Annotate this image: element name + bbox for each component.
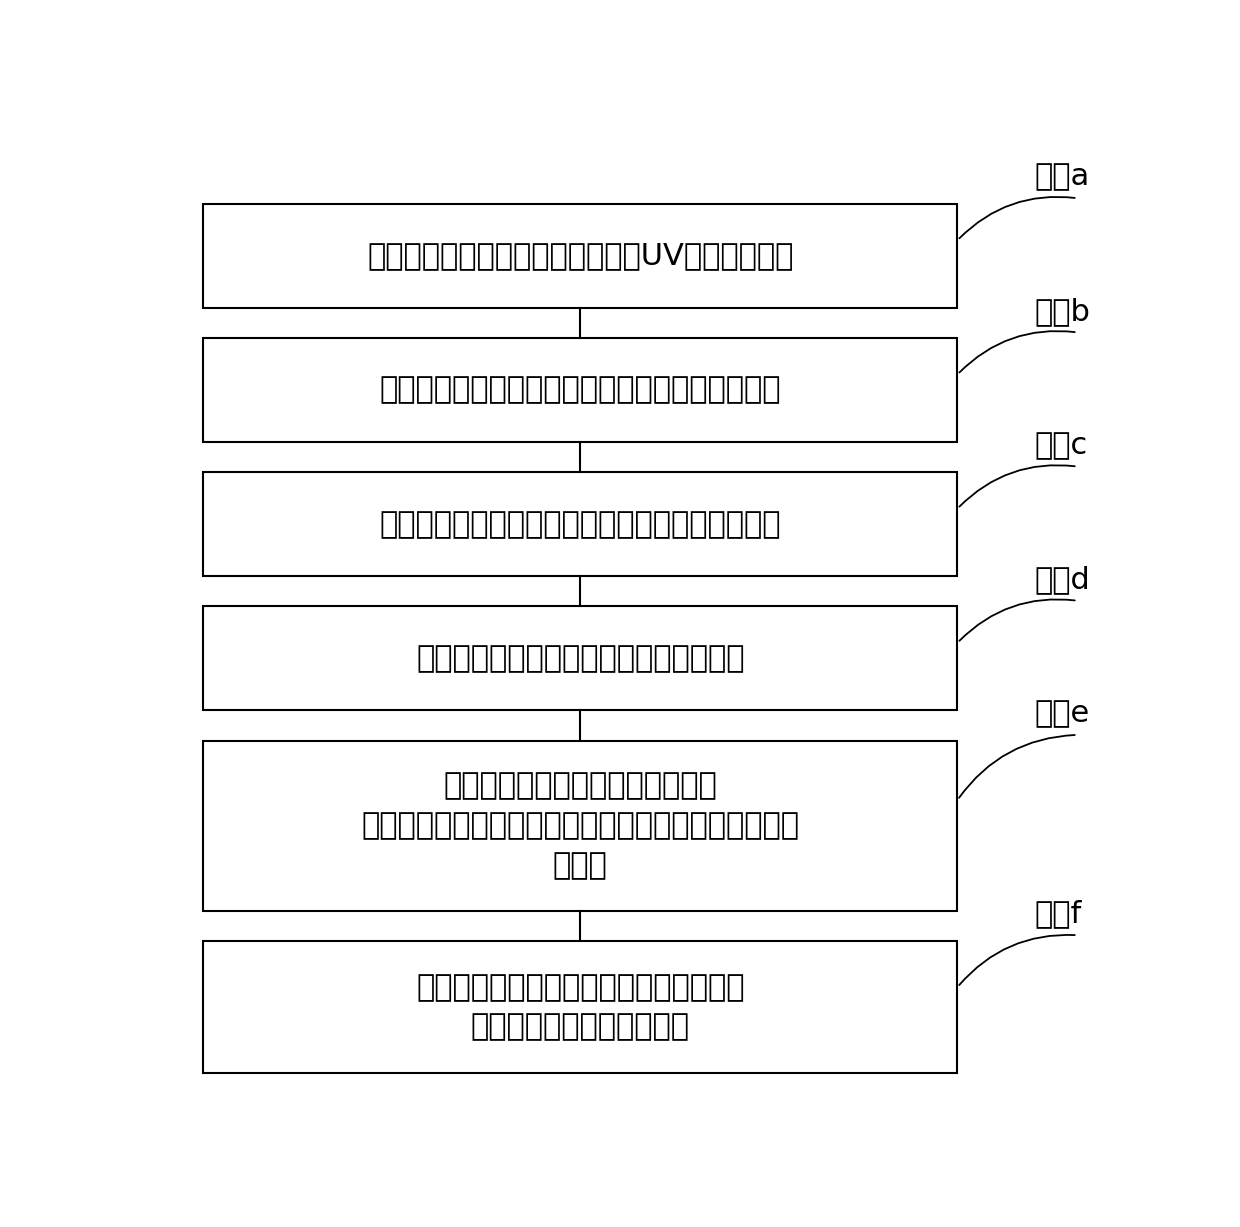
Text: 步骤e: 步骤e	[1034, 699, 1090, 729]
Text: 获取待转移的线性连续排列的多个晶片的位置信息: 获取待转移的线性连续排列的多个晶片的位置信息	[379, 375, 781, 405]
Bar	[203, 606, 957, 710]
Text: 步骤c: 步骤c	[1034, 431, 1087, 460]
Text: 步骤a: 步骤a	[1034, 163, 1090, 191]
Text: 紫外激光扫描完待转移的多个晶片: 紫外激光扫描完待转移的多个晶片	[444, 772, 717, 800]
Bar	[203, 741, 957, 910]
Bar	[203, 472, 957, 577]
Text: 步骤d: 步骤d	[1034, 566, 1090, 594]
Text: 采用负压吸嘴装置从上往下压住待转移的多个晶片: 采用负压吸嘴装置从上往下压住待转移的多个晶片	[379, 509, 781, 539]
Text: 将晶片以矩阵排布并黏结在表面有UV胶层的基膜上: 将晶片以矩阵排布并黏结在表面有UV胶层的基膜上	[367, 242, 794, 270]
Text: 个晶片: 个晶片	[553, 850, 608, 880]
Bar	[203, 204, 957, 308]
Bar	[203, 941, 957, 1074]
Text: 抬起负压吸嘴装置，将待转移的多个晶片: 抬起负压吸嘴装置，将待转移的多个晶片	[415, 973, 744, 1001]
Text: 步骤f: 步骤f	[1034, 899, 1081, 929]
Text: 后，打开负压吸嘴装置的负压并吸住这排芯片中的每一: 后，打开负压吸嘴装置的负压并吸住这排芯片中的每一	[361, 811, 800, 840]
Text: 整体的移动到另一指定位置: 整体的移动到另一指定位置	[471, 1012, 689, 1042]
Bar	[203, 339, 957, 442]
Text: 用紫外激光从下方扫描待转移的多个晶片: 用紫外激光从下方扫描待转移的多个晶片	[415, 644, 744, 672]
Text: 步骤b: 步骤b	[1034, 297, 1090, 326]
